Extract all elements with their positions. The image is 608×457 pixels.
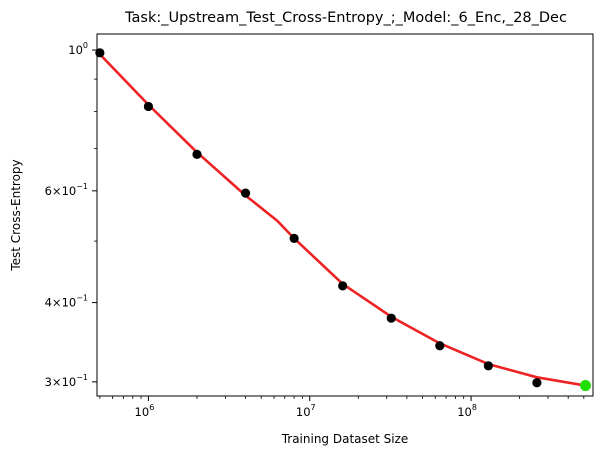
data-point [386, 313, 396, 323]
y-axis-label: Test Cross-Entropy [9, 159, 23, 271]
data-point [192, 149, 202, 159]
y-axis: 100 6×10−1 4×10−1 3×10−1 [45, 41, 97, 389]
data-point [483, 361, 493, 371]
highlight-point [579, 380, 591, 392]
data-point [289, 233, 299, 243]
fit-curve-line [98, 52, 587, 387]
y-tick-label: 100 [68, 41, 88, 57]
data-point [435, 341, 445, 351]
x-tick-label: 106 [135, 403, 155, 419]
plot-frame [96, 33, 594, 397]
y-tick-label: 6×10−1 [45, 182, 88, 198]
x-tick-label: 108 [457, 403, 477, 419]
y-tick-label: 4×10−1 [45, 294, 88, 310]
chart-title: Task:_Upstream_Test_Cross-Entropy_;_Mode… [124, 10, 567, 26]
data-point [338, 281, 348, 291]
y-tick-label: 3×10−1 [45, 373, 88, 389]
x-axis: 106 107 108 [99, 396, 585, 419]
x-tick-label: 107 [296, 403, 316, 419]
plot-area [95, 48, 591, 392]
x-axis-label: Training Dataset Size [281, 432, 409, 446]
data-point [143, 101, 154, 112]
data-point [95, 48, 105, 58]
data-point [240, 188, 251, 198]
data-point [532, 378, 542, 388]
